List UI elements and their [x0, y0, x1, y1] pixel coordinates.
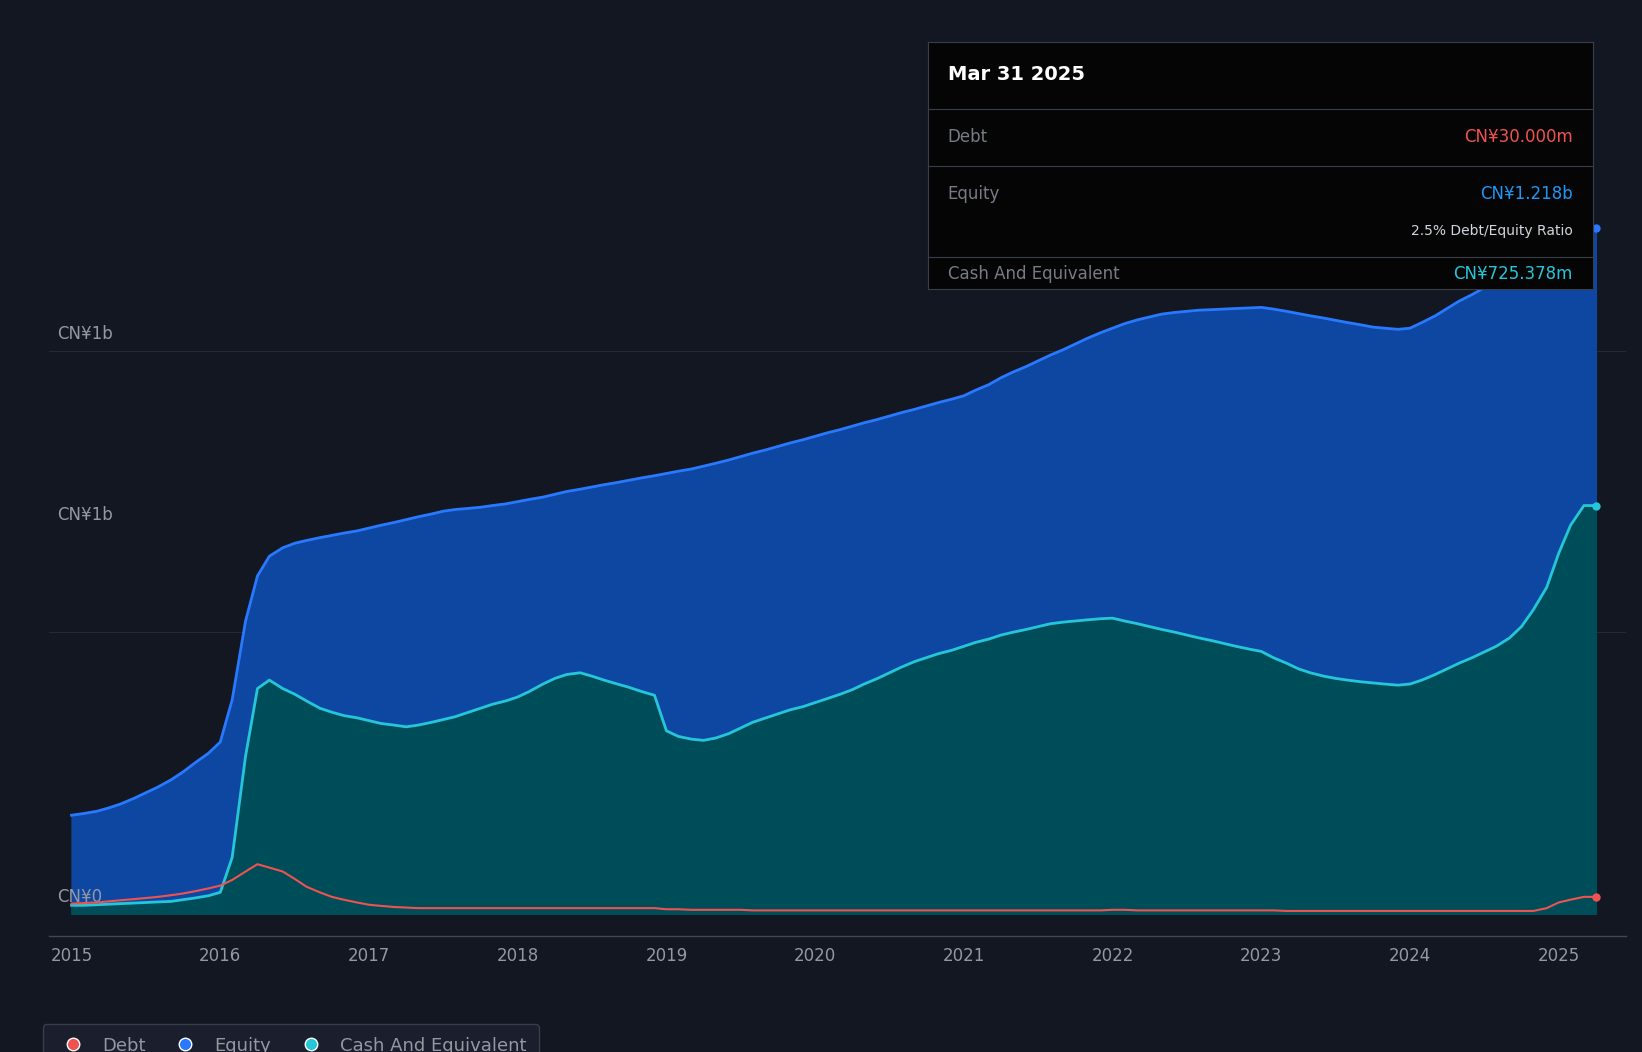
Legend: Debt, Equity, Cash And Equivalent: Debt, Equity, Cash And Equivalent [43, 1024, 539, 1052]
Text: Cash And Equivalent: Cash And Equivalent [947, 265, 1120, 283]
Text: Mar 31 2025: Mar 31 2025 [947, 65, 1085, 84]
Text: CN¥1.218b: CN¥1.218b [1479, 185, 1573, 203]
Text: CN¥0: CN¥0 [57, 888, 102, 906]
Text: 2.5% Debt/Equity Ratio: 2.5% Debt/Equity Ratio [1410, 224, 1573, 238]
Text: Equity: Equity [947, 185, 1000, 203]
Text: CN¥30.000m: CN¥30.000m [1465, 128, 1573, 146]
Text: CN¥1b: CN¥1b [57, 325, 113, 343]
Text: CN¥1b: CN¥1b [57, 506, 113, 524]
Text: Debt: Debt [947, 128, 988, 146]
Text: CN¥725.378m: CN¥725.378m [1453, 265, 1573, 283]
